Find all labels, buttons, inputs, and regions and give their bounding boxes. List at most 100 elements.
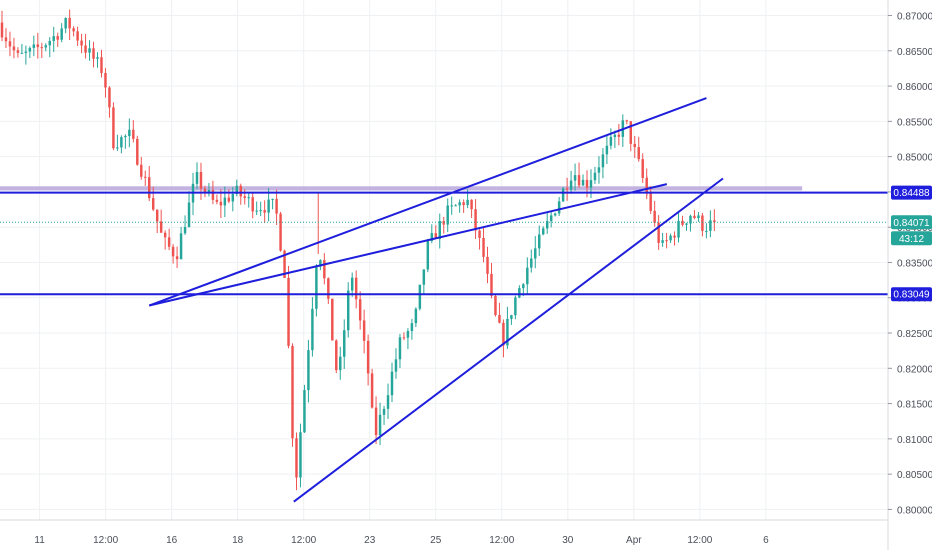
time-tick-label: 12:00	[93, 535, 118, 546]
candle-body	[175, 256, 179, 260]
candle-body	[0, 22, 4, 38]
candle-body	[8, 41, 12, 47]
candle-body	[56, 36, 59, 40]
candle-body	[541, 228, 545, 235]
candle-body	[72, 28, 75, 32]
candle-body	[295, 438, 298, 478]
candle-body	[685, 223, 688, 225]
candle-body	[446, 205, 449, 225]
candle-body	[346, 290, 350, 331]
candle-body	[307, 350, 310, 391]
candle-body	[617, 134, 621, 137]
candle-body	[28, 47, 32, 52]
candle-body	[343, 330, 346, 357]
candle-body	[697, 215, 700, 219]
candle-body	[366, 340, 370, 374]
candle-body	[637, 147, 640, 160]
candle-body	[32, 44, 36, 48]
candle-body	[709, 220, 712, 231]
candle-body	[52, 36, 55, 41]
candle-body	[339, 356, 342, 371]
candle-body	[239, 185, 243, 197]
candle-body	[299, 432, 302, 478]
rising-support-line[interactable]	[293, 177, 724, 503]
candle-body	[561, 188, 565, 202]
time-tick-label: 23	[364, 535, 376, 546]
candle-body	[530, 258, 533, 268]
candle-body	[124, 136, 127, 138]
candle-body	[438, 221, 441, 239]
candle-body	[518, 288, 521, 298]
candle-body	[565, 188, 569, 190]
candle-body	[538, 234, 541, 249]
candle-body	[263, 210, 266, 213]
candle-body	[502, 322, 505, 346]
candle-body	[4, 37, 8, 42]
price-tick-label: 0.85000	[897, 153, 932, 164]
candle-body	[275, 198, 278, 214]
candle-body	[442, 221, 445, 225]
price-tick-label: 0.80000	[897, 505, 932, 516]
candle-body	[323, 260, 326, 279]
price-tick-label: 0.87000	[897, 12, 932, 23]
candle-body	[374, 407, 378, 436]
candle-body	[279, 213, 282, 251]
candle-body	[331, 298, 334, 341]
candle-body	[267, 199, 270, 213]
candle-body	[597, 167, 601, 173]
lower-channel-line[interactable]	[148, 183, 668, 307]
candle-body	[64, 18, 67, 29]
candle-body	[132, 129, 135, 139]
candle-body	[144, 176, 147, 178]
candle-body	[128, 129, 131, 137]
candle-body	[151, 198, 155, 210]
countdown-badge: 43:12	[891, 231, 932, 246]
candle-body	[76, 31, 79, 41]
candle-body	[649, 192, 652, 211]
price-tick-label: 0.86000	[897, 82, 932, 93]
lower_level-badge: 0.83049	[891, 287, 932, 302]
candle-body	[247, 197, 250, 199]
resistance-zone	[0, 186, 803, 191]
candle-body	[96, 57, 99, 59]
candle-body	[406, 331, 410, 338]
candle-body	[350, 277, 354, 291]
time-tick-label: 12:00	[687, 535, 712, 546]
candle-body	[112, 107, 115, 149]
candle-body	[653, 210, 656, 223]
upper-channel-line[interactable]	[148, 97, 707, 307]
candle-body	[490, 273, 493, 296]
candle-body	[478, 230, 481, 238]
candle-body	[271, 198, 274, 200]
candle-body	[553, 213, 557, 216]
candle-body	[219, 201, 223, 206]
candle-body	[215, 199, 219, 202]
candle-body	[510, 315, 513, 319]
candle-body	[243, 196, 246, 199]
countdown-badge-bg	[891, 231, 932, 246]
candle-body	[613, 134, 617, 138]
candle-body	[136, 138, 139, 165]
candle-body	[40, 47, 44, 49]
candle-body	[593, 172, 597, 181]
candle-body	[669, 235, 672, 241]
price-tick-label: 0.82000	[897, 364, 932, 375]
candle-body	[167, 237, 171, 247]
candle-body	[354, 277, 358, 300]
candle-body	[482, 237, 485, 257]
candle-body	[16, 50, 20, 53]
candle-body	[24, 51, 28, 53]
candle-body	[179, 233, 183, 260]
candle-body	[506, 318, 509, 346]
candle-body	[319, 260, 322, 267]
candle-body	[335, 340, 338, 371]
price-tick-label: 0.81000	[897, 435, 932, 446]
candle-body	[410, 323, 414, 332]
candle-body	[454, 205, 457, 207]
candle-body	[534, 248, 537, 259]
candle-body	[370, 373, 374, 408]
candle-body	[545, 221, 549, 229]
candle-body	[187, 202, 191, 228]
